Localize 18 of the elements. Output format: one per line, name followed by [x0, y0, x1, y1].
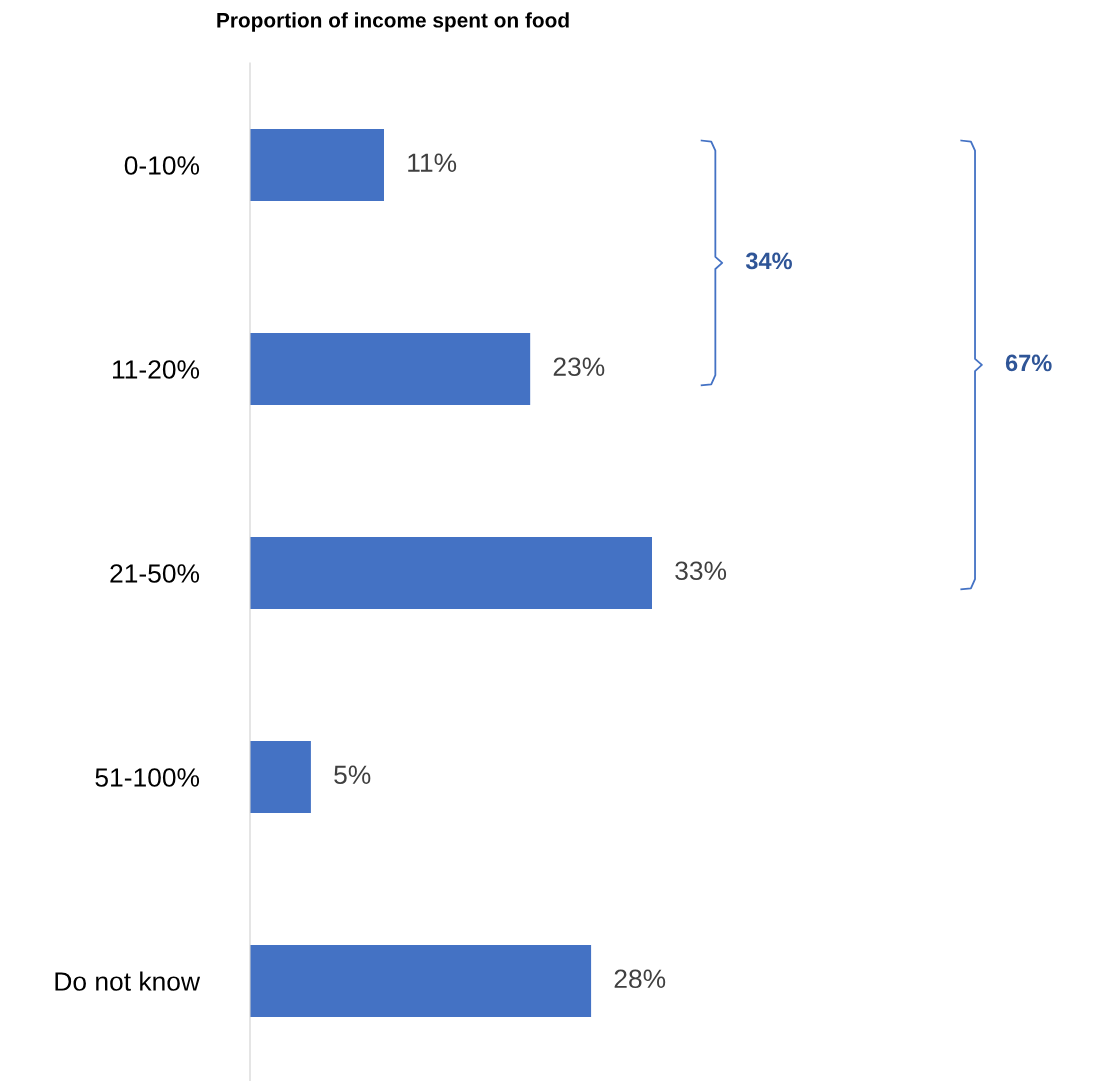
y-tick-label: 11-20% — [113, 360, 200, 379]
text: 34% — [745, 252, 792, 270]
chart-title: Proportion of income spent on food — [217, 12, 569, 32]
bar — [250, 741, 311, 814]
bar — [250, 129, 384, 202]
y-tick-label: Do not know — [55, 971, 201, 991]
text: 67% — [1005, 354, 1052, 372]
data-label: 11% — [408, 153, 457, 172]
data-label: 33% — [675, 561, 727, 581]
bar — [250, 333, 531, 406]
data-label: 5% — [334, 765, 371, 785]
bar — [250, 945, 592, 1018]
data-label: 23% — [553, 357, 605, 377]
y-tick-label: 0-10% — [124, 156, 200, 175]
y-tick-label: 21-50% — [110, 564, 200, 583]
y-tick-label: 51-100% — [95, 768, 200, 787]
data-label: 28% — [614, 969, 666, 989]
bar — [250, 537, 652, 610]
